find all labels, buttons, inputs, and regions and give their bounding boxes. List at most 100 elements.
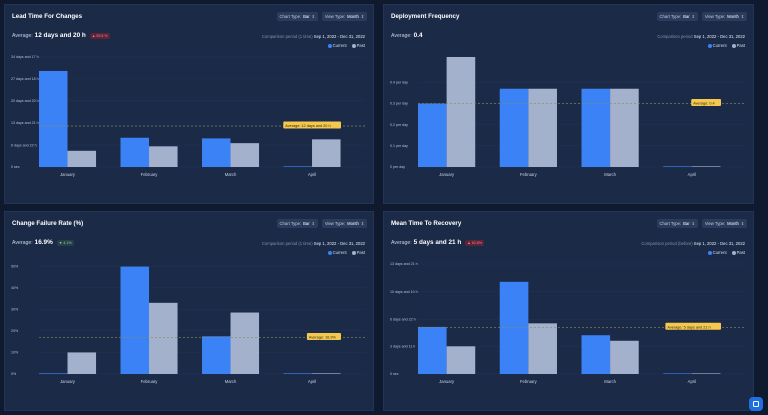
average-value: 12 days and 20 h xyxy=(34,32,86,39)
chart-type-select[interactable]: Chart Type: Bar ⇕ xyxy=(276,12,318,21)
bar-current xyxy=(39,70,68,167)
legend-past[interactable]: Past xyxy=(351,43,365,48)
comparison-label: Comparison period (1 time) xyxy=(261,241,313,246)
chart-type-select[interactable]: Chart Type: Bar ⇕ xyxy=(656,12,698,21)
legend-past-label: Past xyxy=(356,250,365,255)
legend: Current Past xyxy=(707,43,745,48)
average-summary: Average: 0.4 xyxy=(391,32,423,39)
y-tick-label: 3 days and 11 h xyxy=(390,345,415,349)
x-tick-label: January xyxy=(60,379,76,384)
x-tick-label: April xyxy=(308,172,316,177)
bar-current xyxy=(499,281,529,374)
view-type-value: Month xyxy=(727,221,739,226)
chevron-updown-icon: ⇕ xyxy=(740,222,744,226)
legend-current[interactable]: Current xyxy=(707,250,727,255)
bar-chart: 0 sec 3 days and 11 h 6 days and 22 h 10 da… xyxy=(390,262,745,384)
chart-type-value: Bar xyxy=(683,221,690,226)
chart-type-value: Bar xyxy=(683,14,690,19)
comparison-period: Comparison period (before) Sep 1, 2022 -… xyxy=(641,241,745,246)
chevron-updown-icon: ⇕ xyxy=(360,15,364,19)
average-summary: Average: 5 days and 21 h ▲ 62.8% xyxy=(391,239,485,246)
legend-past[interactable]: Past xyxy=(731,250,745,255)
panel-controls: Chart Type: Bar ⇕ View Type: Month ⇕ xyxy=(656,12,747,21)
comparison-label: Comparison period (1 time) xyxy=(261,34,313,39)
x-tick-label: January xyxy=(60,172,76,177)
bar-past xyxy=(67,150,97,167)
view-type-select[interactable]: View Type: Month ⇕ xyxy=(321,219,367,228)
average-value: 5 days and 21 h xyxy=(413,239,462,246)
bar-current xyxy=(202,336,231,374)
average-label-bg xyxy=(665,322,721,330)
chart-type-label: Chart Type: xyxy=(659,221,682,226)
bar-past xyxy=(149,146,178,167)
panel-title: Change Failure Rate (%) xyxy=(12,220,84,227)
average-line-label: Average: 0.4 xyxy=(693,102,714,106)
legend-past-label: Past xyxy=(736,43,745,48)
legend-current[interactable]: Current xyxy=(327,43,347,48)
y-tick-label: 10 days and 10 h xyxy=(390,290,418,294)
average-label: Average: xyxy=(391,239,412,246)
bar-current xyxy=(283,373,313,374)
average-label-bg xyxy=(306,333,341,341)
bar-current xyxy=(120,137,150,167)
view-type-select[interactable]: View Type: Month ⇕ xyxy=(701,12,747,21)
bar-current xyxy=(663,373,692,374)
y-tick-label: 50% xyxy=(11,264,19,268)
average-value: 16.9% xyxy=(34,239,53,246)
bar-past xyxy=(691,166,721,167)
view-type-value: Month xyxy=(727,14,739,19)
legend-current-swatch xyxy=(707,250,712,255)
y-tick-label: 0 sec xyxy=(390,372,399,376)
average-label-bg xyxy=(691,99,721,107)
chat-icon xyxy=(753,401,759,407)
view-type-select[interactable]: View Type: Month ⇕ xyxy=(701,219,747,228)
view-type-value: Month xyxy=(347,221,359,226)
comparison-label: Comparison period xyxy=(657,34,693,39)
panel-lead-time: 0 sec 6 days and 22 h 13 days and 21 h 20 d… xyxy=(4,4,374,204)
chat-button[interactable] xyxy=(749,397,763,411)
chart-type-value: Bar xyxy=(303,221,310,226)
average-summary: Average: 16.9% ▼ 4.1% xyxy=(12,239,74,246)
average-line-label: Average: 5 days and 21 h xyxy=(667,325,710,329)
chart-type-value: Bar xyxy=(303,14,310,19)
legend-past[interactable]: Past xyxy=(351,250,365,255)
bar-chart: 0 sec 6 days and 22 h 13 days and 21 h 20 d… xyxy=(11,55,365,177)
chevron-updown-icon: ⇕ xyxy=(691,222,695,226)
y-tick-label: 0.3 per day xyxy=(390,102,408,106)
legend-current-swatch xyxy=(327,43,332,48)
y-tick-label: 0.2 per day xyxy=(390,123,408,127)
legend: Current Past xyxy=(327,250,365,255)
bar-current xyxy=(283,166,313,167)
average-value: 0.4 xyxy=(413,32,423,39)
x-tick-label: March xyxy=(604,172,616,177)
bar-past xyxy=(446,57,476,167)
chevron-updown-icon: ⇕ xyxy=(740,15,744,19)
bar-past xyxy=(312,373,341,374)
chart-type-select[interactable]: Chart Type: Bar ⇕ xyxy=(656,219,698,228)
y-tick-label: 27 days and 18 h xyxy=(11,77,39,81)
view-type-select[interactable]: View Type: Month ⇕ xyxy=(321,12,367,21)
y-tick-label: 13 days and 21 h xyxy=(11,121,39,125)
legend-current-label: Current xyxy=(332,43,347,48)
panel-controls: Chart Type: Bar ⇕ View Type: Month ⇕ xyxy=(276,12,367,21)
panel-title: Deployment Frequency xyxy=(391,13,460,20)
x-tick-label: February xyxy=(520,172,538,177)
x-tick-label: February xyxy=(141,379,159,384)
chart-type-select[interactable]: Chart Type: Bar ⇕ xyxy=(276,219,318,228)
panel-title: Lead Time For Changes xyxy=(12,13,83,20)
chevron-updown-icon: ⇕ xyxy=(311,15,315,19)
x-tick-label: February xyxy=(141,172,159,177)
bar-past xyxy=(230,312,260,374)
comparison-label: Comparison period (before) xyxy=(641,241,693,246)
bar-current xyxy=(39,373,68,374)
legend-past[interactable]: Past xyxy=(731,43,745,48)
bar-current xyxy=(418,103,447,167)
bar-current xyxy=(581,88,611,167)
panel-change-failure-rate: 0% 10% 20% 30% 40% 50% January February March Apr… xyxy=(4,211,374,411)
legend-current[interactable]: Current xyxy=(707,43,727,48)
legend-current[interactable]: Current xyxy=(327,250,347,255)
chart-type-label: Chart Type: xyxy=(659,14,682,19)
view-type-value: Month xyxy=(347,14,359,19)
average-label-bg xyxy=(283,121,341,129)
y-tick-label: 0.1 per day xyxy=(390,144,408,148)
